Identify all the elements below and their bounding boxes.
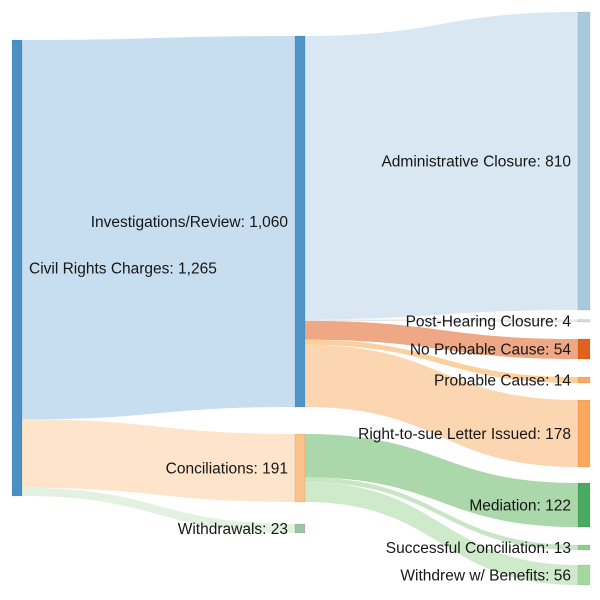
node-successful-conciliation[interactable]: [577, 544, 591, 551]
node-probable-cause[interactable]: [577, 376, 591, 384]
node-administrative-closure[interactable]: [577, 11, 591, 311]
node-label-conciliations: Conciliations: 191: [166, 461, 288, 478]
node-mediation[interactable]: [577, 482, 591, 528]
node-label-withdrawals: Withdrawals: 23: [178, 521, 288, 538]
node-label-successful-conciliation: Successful Conciliation: 13: [386, 540, 571, 557]
flow-investigations-review-to-post-hearing-closure[interactable]: [305, 319, 578, 323]
node-label-investigations-review: Investigations/Review: 1,060: [91, 214, 289, 231]
flow-investigations-review-to-no-probable-cause[interactable]: [305, 320, 578, 359]
node-conciliations[interactable]: [294, 433, 306, 503]
node-label-no-probable-cause: No Probable Cause: 54: [410, 342, 572, 359]
flow-investigations-review-to-probable-cause[interactable]: [305, 339, 578, 383]
node-label-mediation: Mediation: 122: [469, 498, 571, 515]
node-label-post-hearing-closure: Post-Hearing Closure: 4: [406, 313, 572, 330]
flow-civil-rights-charges-to-withdrawals[interactable]: [22, 487, 295, 533]
flow-investigations-review-to-administrative-closure[interactable]: [305, 12, 578, 320]
node-label-right-to-sue-letter-issued: Right-to-sue Letter Issued: 178: [358, 426, 571, 443]
flow-conciliations-to-mediation[interactable]: [305, 434, 578, 527]
flow-civil-rights-charges-to-conciliations[interactable]: [22, 419, 295, 502]
flow-conciliations-to-successful-conciliation[interactable]: [305, 477, 578, 550]
node-investigations-review[interactable]: [294, 35, 306, 408]
node-withdrawals[interactable]: [294, 523, 306, 534]
node-no-probable-cause[interactable]: [577, 338, 591, 360]
node-right-to-sue-letter-issued[interactable]: [577, 399, 591, 468]
node-label-withdrew-w-benefits: Withdrew w/ Benefits: 56: [400, 568, 571, 585]
node-label-administrative-closure: Administrative Closure: 810: [381, 154, 571, 171]
flow-investigations-review-to-right-to-sue-letter-issued[interactable]: [305, 344, 578, 467]
node-civil-rights-charges[interactable]: [11, 39, 23, 497]
flow-conciliations-to-withdrew-w-benefits[interactable]: [305, 482, 578, 585]
node-label-probable-cause: Probable Cause: 14: [434, 373, 571, 390]
node-post-hearing-closure[interactable]: [577, 319, 591, 323]
node-label-civil-rights-charges: Civil Rights Charges: 1,265: [29, 261, 217, 278]
node-withdrew-w-benefits[interactable]: [577, 564, 591, 586]
flow-civil-rights-charges-to-investigations-review[interactable]: [22, 36, 295, 420]
